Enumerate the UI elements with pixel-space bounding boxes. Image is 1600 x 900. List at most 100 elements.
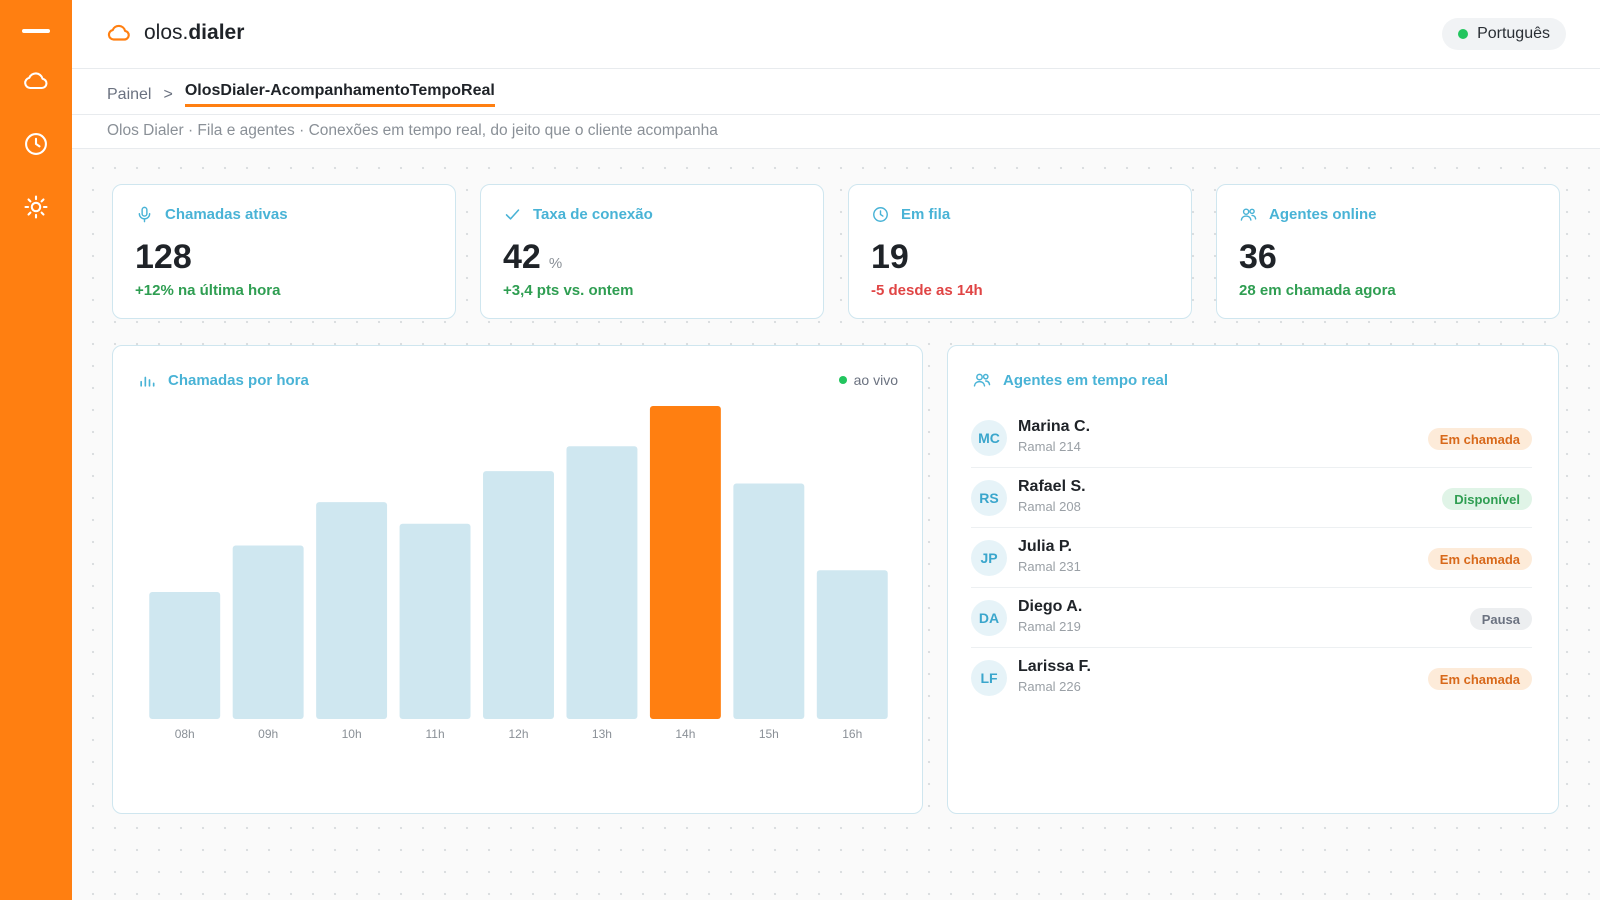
stat-delta: +3,4 pts vs. ontem — [503, 282, 634, 299]
page-subtitle: Olos Dialer · Fila e agentes · Conexões … — [107, 122, 718, 139]
avatar: MC — [971, 420, 1007, 456]
agent-name: Julia P. — [1018, 538, 1072, 555]
chart-bar-13h — [566, 446, 638, 719]
chart-bar-09h — [232, 545, 304, 719]
chart-bar-16h — [816, 570, 888, 719]
live-label: ao vivo — [853, 372, 898, 388]
x-tick-label: 14h — [675, 727, 695, 741]
status-badge: Em chamada — [1427, 428, 1532, 450]
x-tick-label: 13h — [592, 727, 612, 741]
status-badge: Em chamada — [1427, 548, 1532, 570]
bar-chart-icon — [140, 376, 155, 387]
stat-card-connection-rate: Taxa de conexão 42% +3,4 pts vs. ontem — [480, 184, 824, 319]
stat-delta: -5 desde as 14h — [871, 282, 983, 299]
stat-label: Agentes online — [1239, 205, 1377, 224]
agent-extension: Ramal 231 — [1018, 559, 1081, 574]
chart-bar-08h — [149, 591, 221, 719]
stat-value: 19 — [871, 238, 909, 277]
x-tick-label: 08h — [175, 727, 195, 741]
breadcrumb-current[interactable]: OlosDialer-AcompanhamentoTempoReal — [184, 82, 495, 107]
avatar: JP — [971, 540, 1007, 576]
breadcrumb-separator: > — [163, 85, 173, 103]
live-indicator: ao vivo — [838, 372, 898, 388]
stat-unit: % — [548, 255, 563, 272]
agents-title: Agentes em tempo real — [1003, 371, 1169, 389]
agent-extension: Ramal 226 — [1018, 679, 1081, 694]
stat-number: 42 — [503, 238, 541, 276]
stat-label-text: Taxa de conexão — [533, 206, 653, 223]
x-tick-label: 15h — [759, 727, 779, 741]
status-badge: Em chamada — [1427, 668, 1532, 690]
stat-delta: +12% na última hora — [135, 282, 281, 299]
users-icon — [1240, 208, 1257, 221]
brand-logo[interactable]: olos.dialer — [106, 20, 244, 46]
sun-icon[interactable] — [22, 193, 50, 221]
agent-extension: Ramal 208 — [1018, 499, 1081, 514]
breadcrumb-bar: Painel > OlosDialer-AcompanhamentoTempoR… — [72, 69, 1600, 115]
agent-name: Rafael S. — [1018, 478, 1086, 495]
stat-number: 19 — [871, 238, 909, 276]
live-dot — [838, 376, 847, 384]
top-bar: olos.dialer Português — [72, 0, 1600, 69]
sidebar — [0, 0, 72, 900]
avatar: LF — [971, 660, 1007, 696]
agents-panel-title: Agentes em tempo real — [972, 370, 1168, 390]
clock-icon[interactable] — [22, 130, 50, 158]
stat-value: 128 — [135, 238, 192, 277]
agent-name: Marina C. — [1018, 418, 1091, 435]
chart-bar-12h — [483, 471, 554, 719]
chart-title: Chamadas por hora — [168, 371, 309, 389]
language-selector[interactable]: Português — [1442, 18, 1566, 50]
stat-label: Chamadas ativas — [135, 205, 288, 224]
check-icon — [505, 209, 520, 220]
stat-number: 36 — [1239, 238, 1277, 276]
microphone-icon — [138, 206, 151, 223]
agent-row[interactable]: LF Larissa F. Ramal 226 Em chamada — [971, 648, 1532, 708]
avatar: RS — [971, 480, 1007, 516]
bar-chart: 08h 09h 10h 11h 12h 13h 14h 15h 16h — [149, 406, 888, 741]
stat-label: Taxa de conexão — [503, 205, 653, 224]
avatar: DA — [971, 600, 1007, 636]
x-tick-label: 09h — [258, 727, 278, 741]
agent-name: Larissa F. — [1018, 658, 1091, 675]
x-tick-label: 10h — [342, 727, 362, 741]
stat-label-text: Agentes online — [1269, 206, 1377, 223]
chart-bar-15h — [733, 483, 805, 719]
status-badge: Disponível — [1442, 488, 1532, 510]
chart-panel: Chamadas por hora ao vivo 08h 09h 10h 11h 12… — [112, 345, 923, 814]
brand-name: olos.dialer — [144, 21, 245, 44]
stat-label-text: Em fila — [901, 206, 951, 223]
agent-row[interactable]: DA Diego A. Ramal 219 Pausa — [971, 588, 1532, 648]
x-tick-label: 12h — [508, 727, 528, 741]
agent-extension: Ramal 219 — [1018, 619, 1081, 634]
users-icon — [973, 373, 991, 387]
status-badge: Pausa — [1469, 608, 1532, 630]
breadcrumb-root[interactable]: Painel — [107, 85, 152, 103]
chart-bar-11h — [399, 523, 471, 719]
subtitle-bar: Olos Dialer · Fila e agentes · Conexões … — [72, 115, 1600, 149]
stat-value: 42% — [503, 238, 562, 277]
x-tick-label: 11h — [425, 727, 444, 741]
stat-card-queue: Em fila 19 -5 desde as 14h — [848, 184, 1192, 319]
agent-row[interactable]: RS Rafael S. Ramal 208 Disponível — [971, 468, 1532, 528]
stat-card-agents-online: Agentes online 36 28 em chamada agora — [1216, 184, 1560, 319]
chart-bar-10h — [316, 502, 388, 719]
menu-icon[interactable] — [22, 29, 50, 33]
stat-label-text: Chamadas ativas — [165, 206, 288, 223]
stat-number: 128 — [135, 238, 192, 276]
stat-delta: 28 em chamada agora — [1239, 282, 1396, 299]
cloud-icon[interactable] — [22, 67, 50, 95]
agent-row[interactable]: MC Marina C. Ramal 214 Em chamada — [971, 408, 1532, 468]
breadcrumb: Painel > OlosDialer-AcompanhamentoTempoR… — [107, 82, 495, 107]
agents-panel: Agentes em tempo real MC Marina C. Ramal… — [947, 345, 1559, 814]
stat-value: 36 — [1239, 238, 1277, 277]
stat-label: Em fila — [871, 205, 950, 224]
chart-panel-title: Chamadas por hora — [137, 370, 309, 390]
agent-name: Diego A. — [1018, 598, 1083, 615]
agent-row[interactable]: JP Julia P. Ramal 231 Em chamada — [971, 528, 1532, 588]
x-tick-label: 16h — [842, 727, 862, 741]
chart-bar-14h — [649, 406, 721, 719]
cloud-logo-icon — [107, 24, 130, 41]
status-dot — [1458, 29, 1469, 39]
language-label: Português — [1477, 25, 1550, 42]
